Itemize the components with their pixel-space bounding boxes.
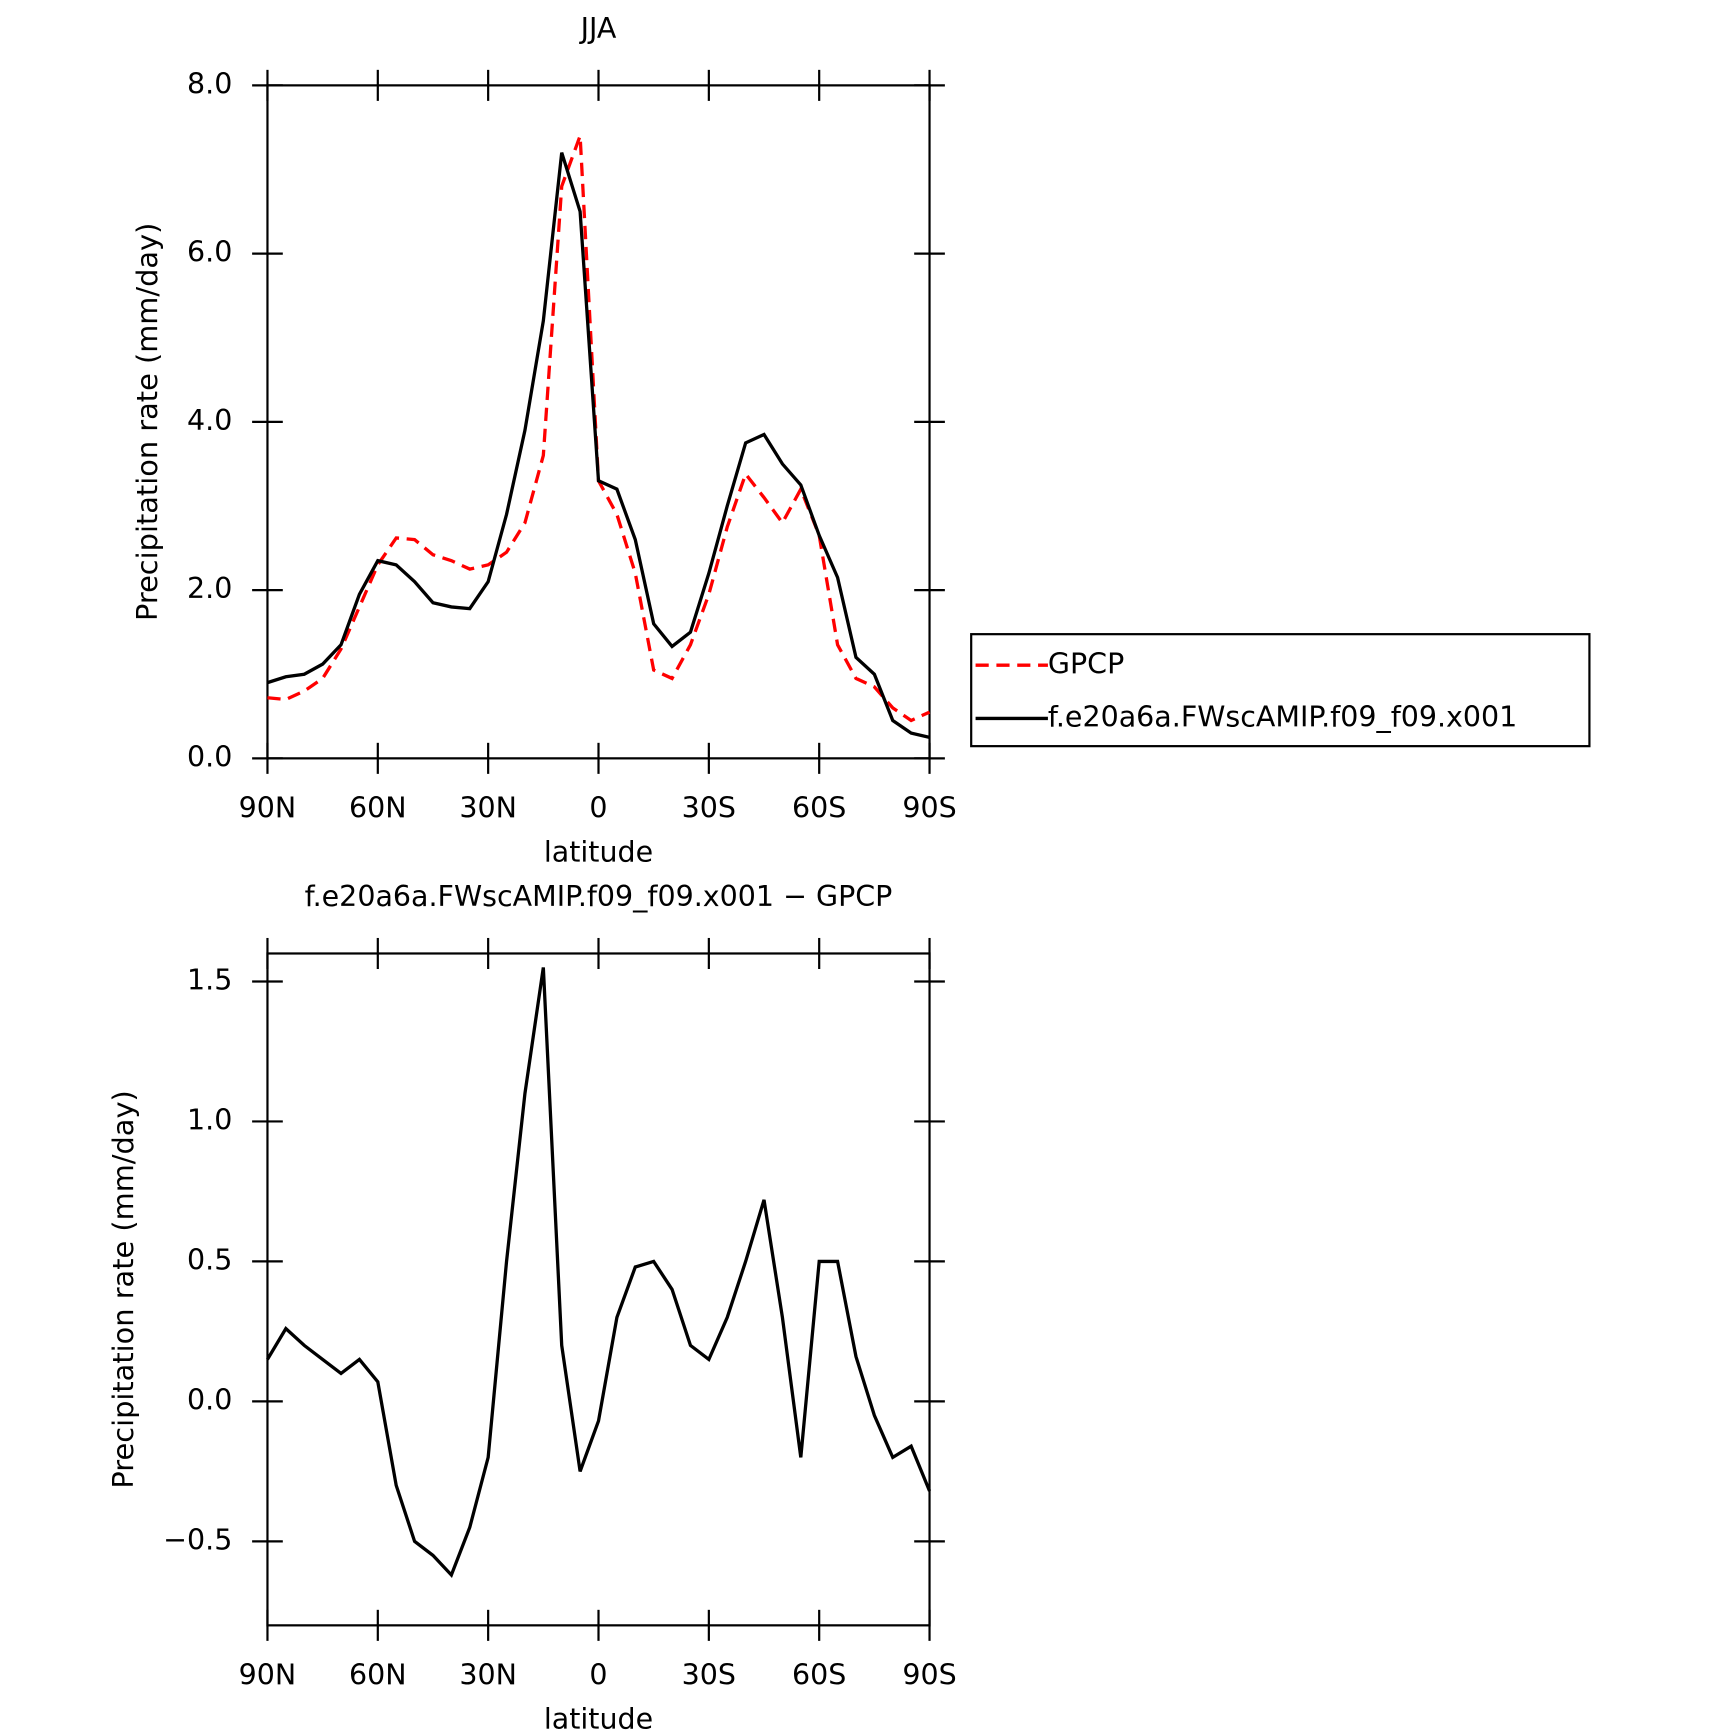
x-tick-label: 60S — [792, 1657, 846, 1691]
legend-label: GPCP — [1048, 646, 1124, 680]
x-tick-label: 90N — [239, 790, 297, 824]
y-tick-label: 0.0 — [187, 739, 232, 773]
x-tick-label: 90S — [902, 1657, 956, 1691]
x-axis-label: latitude — [544, 835, 653, 869]
y-tick-label: 1.0 — [187, 1102, 232, 1136]
chart-title: f.e20a6a.FWscAMIP.f09_f09.x001 − GPCP — [305, 879, 893, 913]
legend-label: f.e20a6a.FWscAMIP.f09_f09.x001 — [1048, 699, 1517, 733]
x-tick-label: 30S — [682, 790, 736, 824]
y-tick-label: 2.0 — [187, 571, 232, 605]
y-tick-label: 0.0 — [187, 1382, 232, 1416]
y-tick-label: 1.5 — [187, 962, 232, 996]
series-line — [266, 152, 930, 739]
y-tick-label: −0.5 — [163, 1522, 232, 1556]
x-tick-label: 30S — [682, 1657, 736, 1691]
x-tick-label: 30N — [459, 790, 517, 824]
x-axis-label: latitude — [544, 1702, 653, 1734]
x-tick-label: 60S — [792, 790, 846, 824]
x-tick-label: 90N — [239, 1657, 297, 1691]
y-tick-label: 6.0 — [187, 235, 232, 269]
series-line — [266, 967, 932, 1579]
x-tick-label: 0 — [589, 1657, 607, 1691]
y-tick-label: 8.0 — [187, 66, 232, 100]
y-axis-label: Precipitation rate (mm/day) — [130, 223, 164, 621]
x-tick-label: 0 — [589, 790, 607, 824]
y-tick-label: 0.5 — [187, 1242, 232, 1276]
x-tick-label: 90S — [902, 790, 956, 824]
x-tick-label: 30N — [459, 1657, 517, 1691]
plot-frame — [266, 952, 931, 1627]
plot-frame — [266, 84, 931, 760]
y-axis-label: Precipitation rate (mm/day) — [106, 1090, 140, 1488]
series-line — [267, 135, 931, 723]
x-tick-label: 60N — [349, 790, 407, 824]
chart-title: JJA — [579, 11, 617, 45]
legend-box — [970, 633, 1591, 748]
x-tick-label: 60N — [349, 1657, 407, 1691]
y-tick-label: 4.0 — [187, 403, 232, 437]
